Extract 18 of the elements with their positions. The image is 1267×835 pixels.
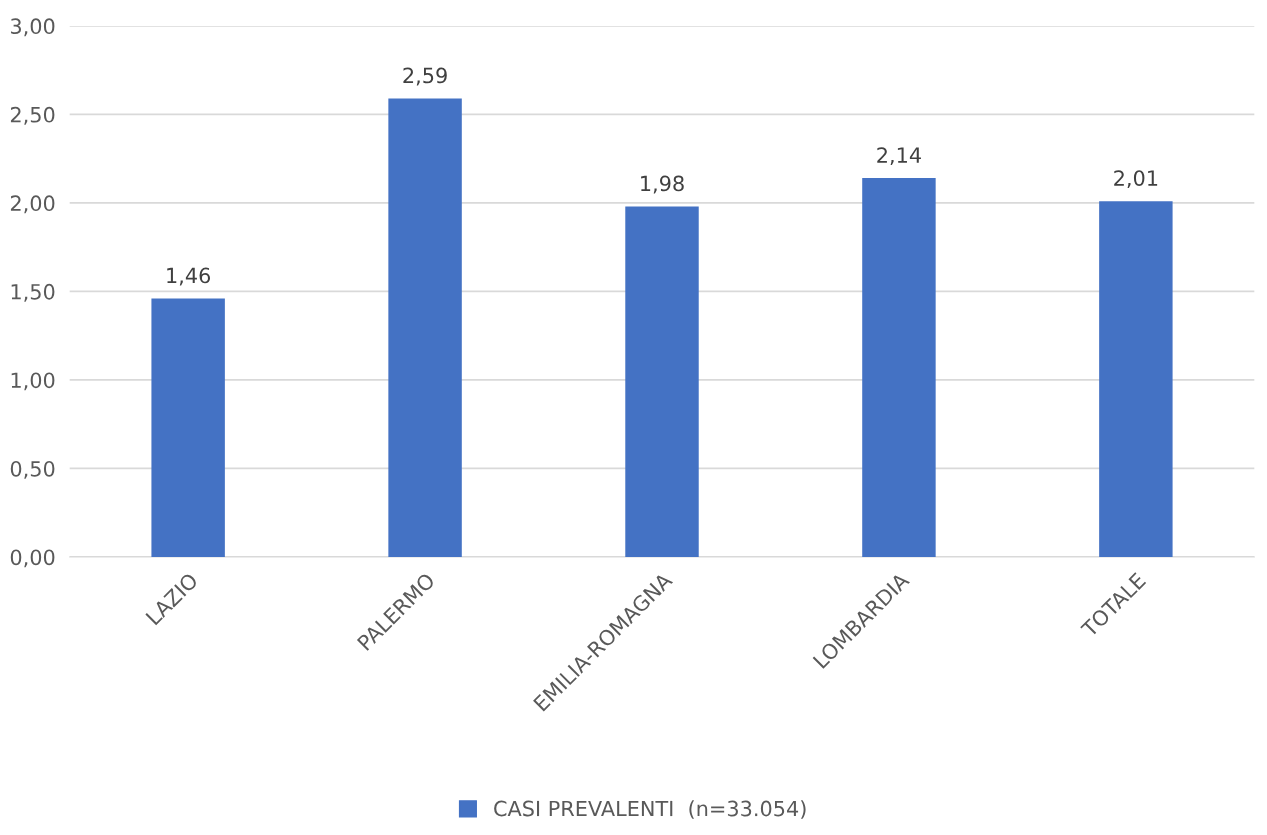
bar (388, 98, 462, 557)
y-tick-label: 0,00 (10, 549, 55, 568)
bar (1099, 201, 1173, 557)
y-tick-label: 2,50 (10, 106, 55, 125)
bar (625, 206, 699, 557)
y-tick-label: 0,50 (10, 460, 55, 479)
data-label: 1,46 (167, 267, 211, 286)
y-tick-label: 1,50 (11, 283, 55, 302)
y-tick-label: 2,00 (10, 195, 55, 214)
bar (151, 298, 225, 557)
y-tick-label: 3,00 (11, 18, 55, 37)
data-label: 1,98 (641, 175, 684, 194)
legend-label: CASI PREVALENTI (n=33.054) (494, 800, 806, 819)
y-tick-label: 1,00 (11, 372, 55, 391)
data-label: 2,59 (403, 67, 447, 86)
data-label: 2,14 (877, 147, 921, 166)
data-label: 2,01 (1114, 170, 1158, 189)
bar (862, 178, 936, 557)
